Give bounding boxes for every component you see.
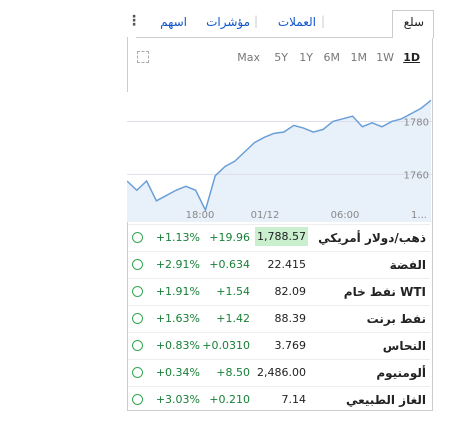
price: 82.09 — [274, 285, 307, 298]
tab[interactable]: العملات — [277, 15, 316, 29]
chart: 1760 1780 18:00 01/12 06:00 1... — [127, 92, 432, 222]
sep: | — [321, 14, 326, 28]
row[interactable]: ذهب/دولار أمريكي 1,788.57 +19.96 +1.13% — [128, 224, 430, 251]
change: +19.96 — [209, 231, 250, 244]
checkbox[interactable] — [137, 51, 149, 63]
percent: +2.91% — [155, 258, 200, 271]
range-button[interactable]: 1W — [376, 51, 394, 64]
area — [127, 100, 431, 222]
name: الغاز الطبيعي — [345, 393, 426, 407]
clock-icon — [132, 394, 143, 405]
change: +8.50 — [216, 366, 250, 379]
x-tick-label: 06:00 — [331, 210, 360, 221]
name: الفضة — [389, 258, 426, 272]
clock-icon — [132, 259, 143, 270]
row[interactable]: النحاس 3.769 +0.0310 +0.83% — [128, 332, 430, 359]
clock-icon — [132, 367, 143, 378]
price: 1,788.57 — [255, 227, 308, 246]
range-button[interactable]: Max — [237, 51, 260, 64]
price: 88.39 — [274, 312, 307, 325]
percent: +3.03% — [155, 393, 200, 406]
tab[interactable]: مؤشرات — [206, 15, 250, 29]
change: +1.42 — [216, 312, 250, 325]
price-line — [127, 99, 432, 213]
sep: | — [254, 14, 259, 28]
name: نفط برنت — [366, 312, 426, 326]
change: +0.634 — [209, 258, 250, 271]
widget — [127, 37, 433, 411]
name: ذهب/دولار أمريكي — [318, 231, 426, 245]
change: +1.54 — [216, 285, 250, 298]
clock-icon — [132, 232, 143, 243]
row[interactable]: نفط خام WTI 82.09 +1.54 +1.91% — [128, 278, 430, 305]
range-button[interactable]: 5Y — [274, 51, 288, 64]
change: +0.0310 — [202, 339, 250, 352]
tab-line — [136, 37, 392, 38]
percent: +0.83% — [155, 339, 200, 352]
tab[interactable]: سلع — [403, 15, 424, 29]
price: 22.415 — [267, 258, 307, 271]
row[interactable]: الغاز الطبيعي 7.14 +0.210 +3.03% — [128, 386, 430, 413]
x-tick-label: 18:00 — [186, 210, 215, 221]
name: نفط خام WTI — [343, 285, 426, 299]
range-button[interactable]: 1M — [350, 51, 368, 64]
range-button[interactable]: 1D — [403, 51, 420, 64]
change: +0.210 — [209, 393, 250, 406]
row[interactable]: نفط برنت 88.39 +1.42 +1.63% — [128, 305, 430, 332]
x-tick-label: 1... — [411, 210, 427, 221]
percent: +1.91% — [155, 285, 200, 298]
active-tab-box — [392, 10, 434, 38]
price: 2,486.00 — [257, 366, 306, 379]
name: النحاس — [382, 339, 426, 353]
row[interactable]: الفضة 22.415 +0.634 +2.91% — [128, 251, 430, 278]
row[interactable]: ألومنيوم 2,486.00 +8.50 +0.34% — [128, 359, 430, 386]
clock-icon — [132, 313, 143, 324]
clock-icon — [132, 286, 143, 297]
price: 3.769 — [274, 339, 307, 352]
range-button[interactable]: 1Y — [299, 51, 313, 64]
y-tick-label: 1760 — [404, 170, 429, 181]
menu[interactable]: ⋮ — [127, 13, 141, 29]
percent: +0.34% — [155, 366, 200, 379]
y-tick-label: 1780 — [404, 117, 429, 128]
x-tick-label: 01/12 — [251, 210, 280, 221]
percent: +1.13% — [155, 231, 200, 244]
clock-icon — [132, 340, 143, 351]
price: 7.14 — [281, 393, 307, 406]
percent: +1.63% — [155, 312, 200, 325]
tab[interactable]: اسهم — [160, 15, 187, 29]
name: ألومنيوم — [376, 366, 426, 380]
range-button[interactable]: 6M — [323, 51, 341, 64]
